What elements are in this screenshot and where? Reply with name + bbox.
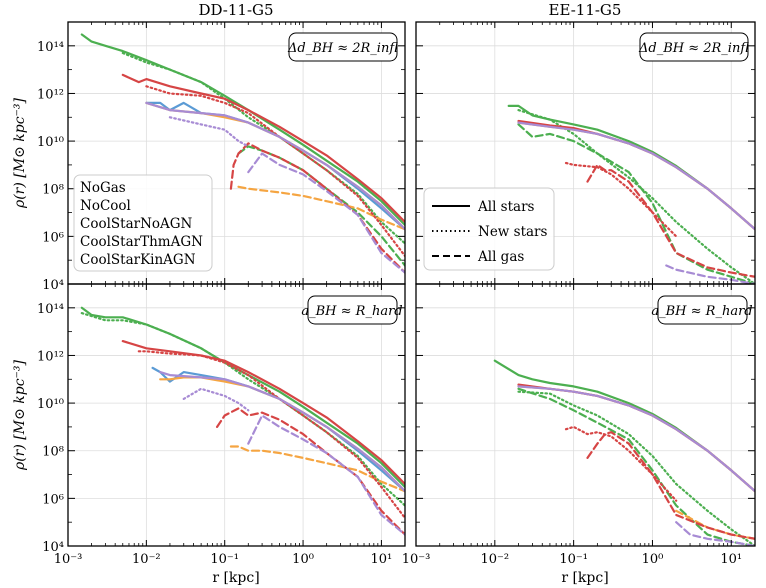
y-tick-label: 10⁸ <box>42 183 64 198</box>
y-tick-label: 10¹⁰ <box>37 135 64 150</box>
y-axis-label-bottom: ρ(r) [M⊙ kpc⁻³] <box>12 359 28 471</box>
series-group <box>80 306 405 536</box>
legend-entry-nogas: NoGas <box>80 180 126 196</box>
x-axis-label-right: r [kpc] <box>561 570 608 586</box>
legend-entry-coolstarnoagn: CoolStarNoAGN <box>80 216 193 232</box>
series-nocool-dashed <box>237 185 405 231</box>
panel-dd-bottom: 10⁻³ 10⁻² 10⁻¹ 10⁰ 10¹ 10⁴ 10⁶ 10⁸ 10¹⁰ 10¹² 10¹⁴ <box>37 283 406 567</box>
annotation-text: Δd_BH ≈ 2R_infl <box>638 41 749 56</box>
x-tick-label: 10⁻¹ <box>210 552 239 567</box>
annotation-box-top-right: Δd_BH ≈ 2R_infl <box>638 32 749 62</box>
series-coolstarthmagn-dashed <box>586 431 755 540</box>
series-nocool-solid <box>517 385 755 493</box>
series-coolstarkinagn-dashed <box>247 414 405 536</box>
x-tick-label: 10⁰ <box>642 552 664 567</box>
legend-entry-all-stars: All stars <box>477 199 535 215</box>
series-group <box>80 33 405 274</box>
y-tick-label: 10⁴ <box>42 278 64 293</box>
y-tick-label: 10¹² <box>37 349 64 364</box>
x-tick-label: 10⁻² <box>132 552 161 567</box>
series-coolstarkinagn-solid <box>145 101 405 231</box>
series-coolstarkinagn-dashed <box>665 264 755 284</box>
column-title-left: DD-11-G5 <box>198 1 273 19</box>
annotation-box-bottom-left: a_BH ≈ R_hard <box>301 295 403 325</box>
series-coolstarnoagn-dotted <box>121 51 405 245</box>
panel-frame <box>415 283 756 547</box>
series-nocool-dashed <box>229 445 405 493</box>
series-nocool-dashed <box>675 509 755 540</box>
series-coolstarnoagn-solid <box>80 33 405 227</box>
x-tick-label: 10⁻² <box>481 552 510 567</box>
series-coolstarkinagn-solid <box>517 385 755 493</box>
y-tick-label: 10⁶ <box>42 230 64 245</box>
series-coolstarthmagn-dashed <box>216 407 405 536</box>
panel-ee-bottom: 10⁻³ 10⁻² 10⁻¹ 10⁰ 10¹ <box>402 283 756 567</box>
series-coolstarnoagn-dotted <box>80 312 405 507</box>
series-coolstarkinagn-dashed <box>675 521 755 546</box>
series-coolstarkinagn-solid <box>159 371 405 493</box>
series-nogas-solid <box>151 366 405 493</box>
y-tick-label: 10⁶ <box>42 492 64 507</box>
panel-frame <box>67 283 406 547</box>
legend-entry-all-gas: All gas <box>477 249 524 265</box>
series-coolstarthmagn-dashed <box>229 142 405 274</box>
series-coolstarkinagn-dotted <box>182 387 250 412</box>
series-coolstarthmagn-solid <box>121 340 405 486</box>
x-tick-label: 10⁻³ <box>402 552 431 567</box>
annotation-text: Δd_BH ≈ 2R_infl <box>287 41 398 56</box>
annotation-box-top-left: Δd_BH ≈ 2R_infl <box>287 32 398 62</box>
series-coolstarkinagn-dotted <box>168 116 250 148</box>
annotation-text: a_BH ≈ R_hard <box>301 304 402 319</box>
series-coolstarnoagn-solid <box>493 359 755 493</box>
legend-entry-coolstarkinagn: CoolStarKinAGN <box>80 252 196 268</box>
y-tick-label: 10¹⁰ <box>37 397 64 412</box>
y-axis-label-top: ρ(r) [M⊙ kpc⁻³] <box>12 97 28 209</box>
legend-entry-coolstarthmagn: CoolStarThmAGN <box>80 234 203 250</box>
panel-dd-top: 10⁴ 10⁶ 10⁸ 10¹⁰ 10¹² 10¹⁴ <box>37 21 406 293</box>
y-tick-label: 10¹² <box>37 87 64 102</box>
series-coolstarkinagn-dashed <box>247 152 405 274</box>
legend-entry-nocool: NoCool <box>80 198 131 214</box>
x-tick-label: 10¹ <box>371 552 393 567</box>
series-coolstarnoagn-solid <box>80 306 405 489</box>
x-tick-label: 10⁰ <box>292 552 314 567</box>
series-coolstarnoagn-dotted <box>517 390 755 546</box>
series-group <box>507 104 755 284</box>
legend-entry-new-stars: New stars <box>478 224 548 240</box>
column-title-right: EE-11-G5 <box>549 1 622 19</box>
annotation-box-bottom-right: a_BH ≈ R_hard <box>651 295 753 325</box>
x-tick-label: 10¹ <box>720 552 742 567</box>
y-tick-label: 10¹⁴ <box>37 302 64 317</box>
series-group <box>493 359 755 546</box>
y-tick-label: 10⁸ <box>42 445 64 460</box>
legend-styles: All stars New stars All gas <box>423 187 555 271</box>
annotation-text: a_BH ≈ R_hard <box>651 304 752 319</box>
x-tick-label: 10⁻³ <box>54 552 83 567</box>
series-coolstarthmagn-dashed <box>586 163 755 278</box>
y-tick-label: 10¹⁴ <box>37 40 64 55</box>
series-coolstarnoagn-dashed <box>517 123 755 284</box>
x-tick-label: 10⁻¹ <box>559 552 588 567</box>
series-coolstarthmagn-solid <box>121 73 405 224</box>
legend-models: NoGas NoCool CoolStarNoAGN CoolStarThmAG… <box>73 174 213 272</box>
series-coolstarkinagn-solid <box>517 121 755 231</box>
y-tick-label: 10⁴ <box>42 540 64 555</box>
series-coolstarnoagn-dashed <box>517 387 755 546</box>
series-coolstarthmagn-dotted <box>137 350 405 520</box>
x-axis-label-left: r [kpc] <box>212 570 259 586</box>
